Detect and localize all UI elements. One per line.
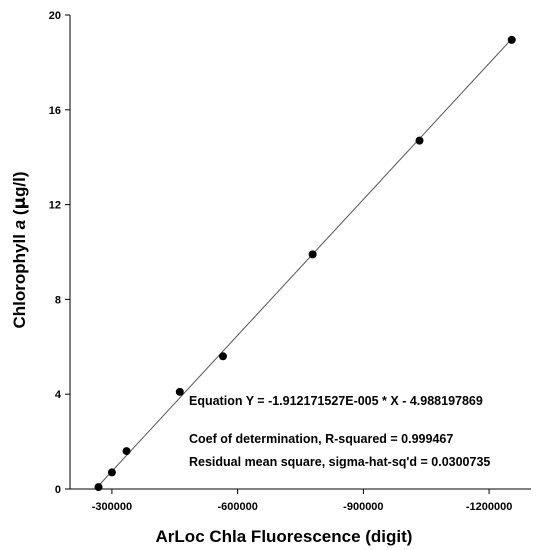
y-axis-title-part-3: ( bbox=[10, 209, 29, 220]
data-point bbox=[507, 35, 516, 44]
data-point bbox=[107, 468, 116, 477]
y-axis-title-part-1: Chlorophyll bbox=[10, 229, 29, 328]
y-axis-title: Chlorophyll a (μg/l) bbox=[10, 171, 30, 328]
fit-line bbox=[94, 38, 513, 490]
x-tick-label: -300000 bbox=[92, 501, 132, 513]
y-axis-title-italic: a bbox=[10, 220, 29, 229]
x-axis-title: ArLoc Chla Fluorescence (digit) bbox=[156, 527, 413, 546]
y-tick-label: 20 bbox=[49, 10, 61, 22]
data-point bbox=[94, 483, 103, 492]
data-points bbox=[94, 35, 516, 492]
annotation-r-squared: Coef of determination, R-squared = 0.999… bbox=[189, 432, 453, 446]
x-tick-label: -1200000 bbox=[466, 501, 513, 513]
y-tick-label: 4 bbox=[55, 389, 62, 401]
annotation-equation: Equation Y = -1.912171527E-005 * X - 4.9… bbox=[189, 394, 483, 408]
data-point bbox=[122, 447, 131, 456]
data-point bbox=[175, 387, 184, 396]
annotation-residual: Residual mean square, sigma-hat-sq'd = 0… bbox=[189, 455, 490, 469]
data-point bbox=[308, 250, 317, 259]
y-tick-label: 16 bbox=[49, 105, 61, 117]
y-axis-title-mu: μ bbox=[10, 197, 30, 210]
y-axis-title-part-5: g/l) bbox=[10, 171, 29, 197]
ticks: 0 4 8 12 16 20 -300000 -600000 -900000 -1200000 bbox=[49, 10, 513, 513]
data-point bbox=[218, 352, 227, 361]
y-tick-label: 0 bbox=[55, 484, 61, 496]
data-point bbox=[415, 136, 424, 145]
y-tick-label: 12 bbox=[49, 200, 61, 212]
y-tick-label: 8 bbox=[55, 294, 61, 306]
x-tick-label: -900000 bbox=[343, 501, 383, 513]
axes bbox=[69, 15, 531, 490]
x-tick-label: -600000 bbox=[217, 501, 257, 513]
annotations: Equation Y = -1.912171527E-005 * X - 4.9… bbox=[189, 394, 490, 469]
fit-line-group bbox=[94, 38, 513, 490]
